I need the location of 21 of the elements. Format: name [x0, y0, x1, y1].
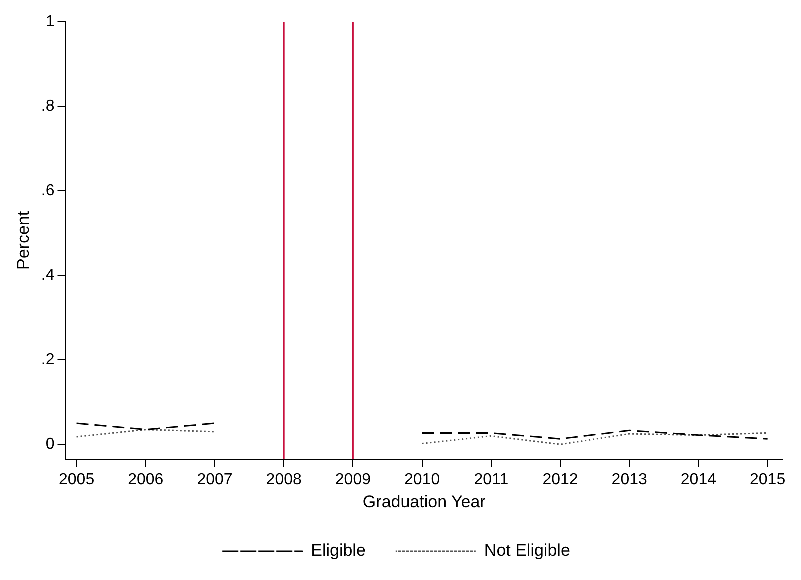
x-tick-label: 2006	[128, 471, 164, 488]
x-tick-label: 2005	[59, 471, 95, 488]
y-tick-label: .6	[41, 182, 55, 200]
x-tick-label: 2008	[266, 471, 302, 488]
x-tick-label: 2015	[750, 471, 786, 488]
y-tick-label: .8	[41, 98, 55, 115]
x-tick-label: 2007	[197, 471, 233, 488]
x-tick-label: 2012	[542, 471, 578, 488]
y-tick-label: .2	[41, 351, 55, 368]
y-tick-label: .4	[41, 266, 55, 284]
y-axis-title: Percent	[14, 211, 33, 270]
x-tick-label: 2011	[474, 471, 509, 488]
x-tick-label: 2014	[680, 471, 717, 488]
x-tick-label: 2013	[612, 471, 648, 488]
x-axis-title: Graduation Year	[362, 492, 486, 512]
x-tick-label: 2010	[404, 471, 440, 488]
legend-label: Eligible	[311, 541, 366, 560]
y-tick-label: 1	[46, 13, 55, 30]
x-tick-label: 2009	[335, 471, 372, 488]
legend-label: Not Eligible	[484, 541, 570, 560]
y-tick-label: 0	[46, 436, 55, 454]
